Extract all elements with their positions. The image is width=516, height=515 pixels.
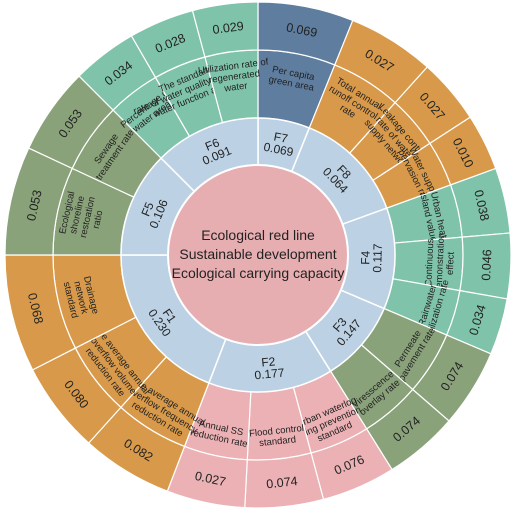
indicator-value: 0.027 (194, 469, 228, 489)
value-segment (191, 1, 259, 58)
group-label: F20.177 (253, 354, 286, 383)
indicator-value: 0.029 (212, 19, 245, 37)
group-id: F5 (138, 200, 156, 219)
indicator-label: Continuousdemonstrationeffect (423, 232, 458, 294)
center-text-line: Ecological red line (201, 227, 315, 243)
indicator-value: 0.046 (479, 249, 494, 281)
indicator-value: 0.069 (285, 20, 318, 40)
group-weight: 0.069 (262, 140, 294, 160)
group-weight: 0.117 (370, 243, 385, 273)
center-text: Ecological red line Sustainable developme… (172, 227, 345, 281)
center-text-line: Ecological carrying capacity (172, 265, 345, 281)
group-label: F40.117 (358, 243, 385, 273)
indicator-label-line: standard (259, 434, 297, 449)
indicator-label-line: water (223, 80, 248, 94)
indicator-label-line: ratio (91, 209, 106, 229)
group-id: F6 (203, 135, 222, 153)
indicator-value: 0.074 (266, 474, 299, 491)
center-circle (167, 164, 349, 346)
indicator-value: 0.053 (24, 189, 44, 223)
indicator-label: Flood controlstandard (249, 423, 306, 450)
group-id: F2 (261, 354, 277, 369)
indicator-label-line: Continuous (423, 238, 436, 287)
group-id: F1 (160, 306, 180, 326)
group-id: F4 (358, 250, 372, 265)
group-id: F7 (273, 129, 290, 145)
group-weight: 0.177 (254, 366, 286, 383)
center-text-line: Sustainable development (179, 246, 336, 262)
indicator-label-line: demonstration (434, 233, 448, 294)
indicator-value: 0.038 (471, 189, 491, 223)
indicator-label-line: effect (445, 251, 457, 275)
group-label: F70.069 (262, 128, 297, 159)
